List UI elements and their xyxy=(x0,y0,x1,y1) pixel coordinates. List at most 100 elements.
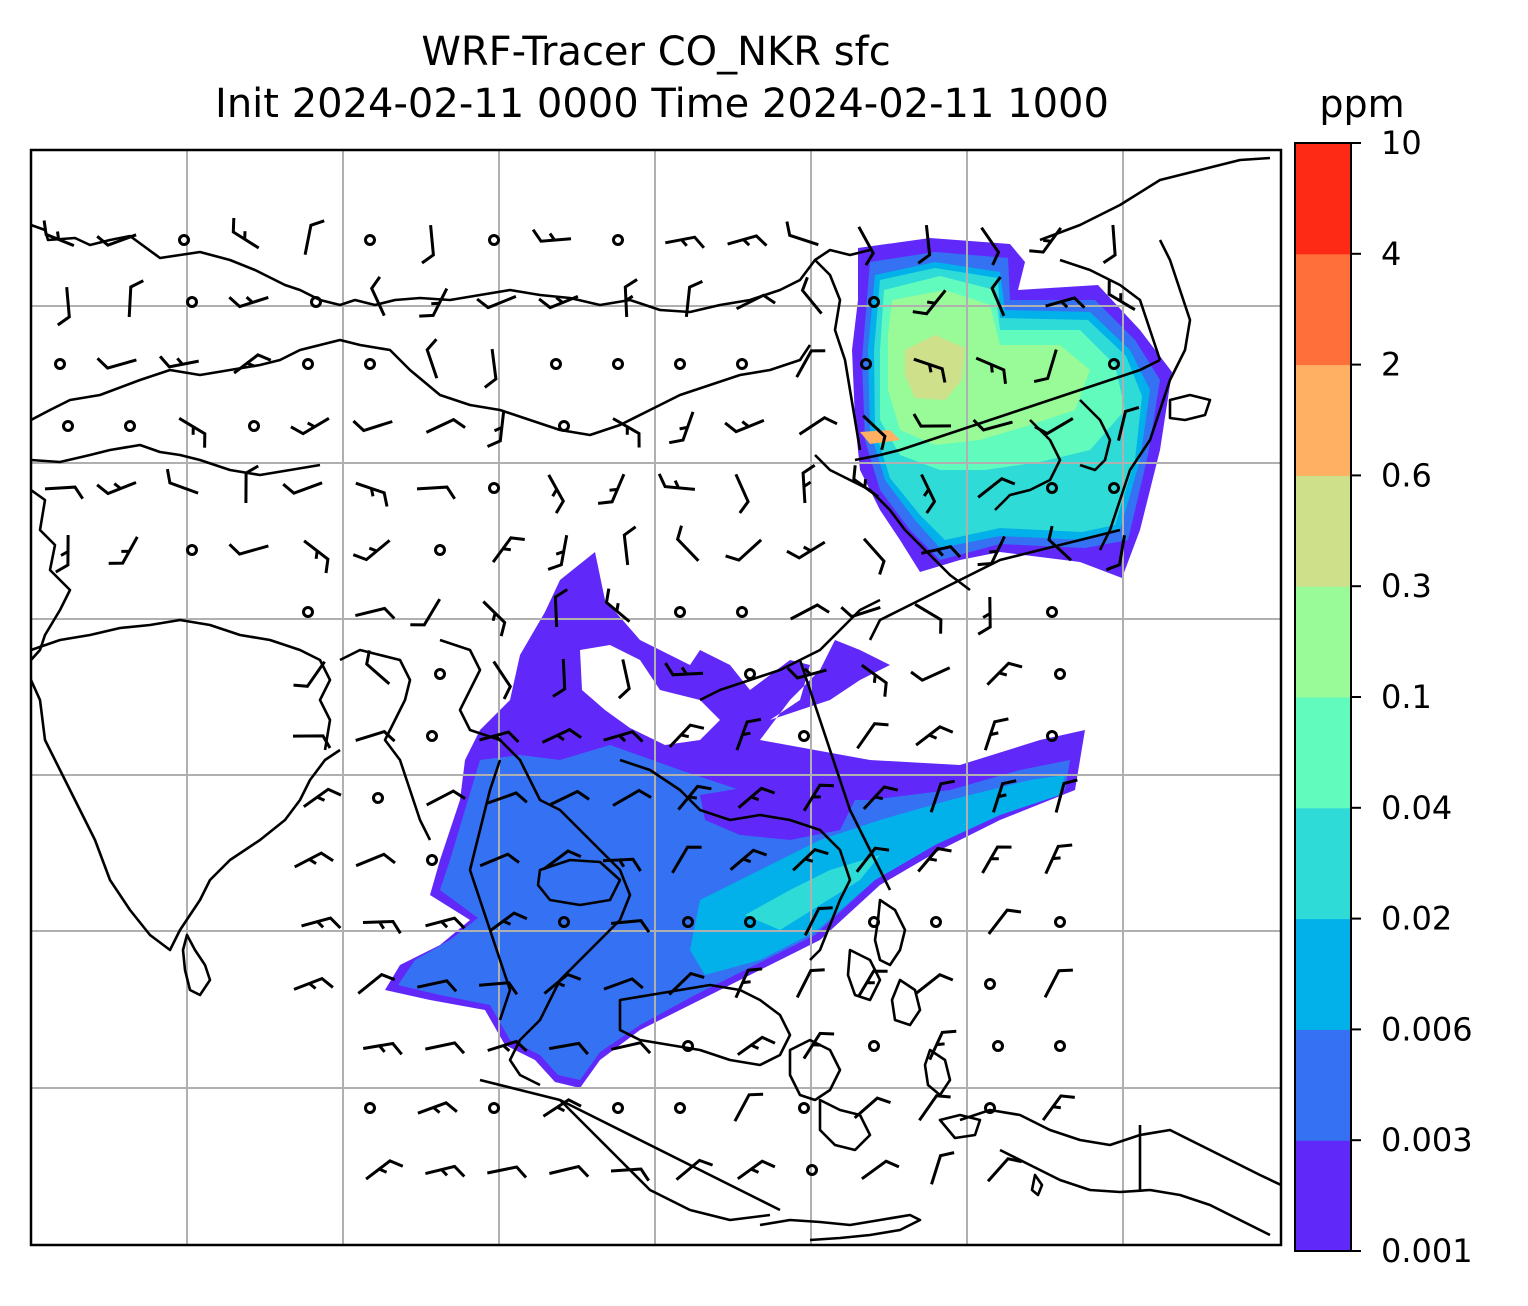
calm-wind-marker xyxy=(426,854,438,866)
wind-barb xyxy=(228,295,269,309)
wind-barb xyxy=(736,1035,776,1056)
colorbar-tick-label: 10 xyxy=(1381,124,1422,162)
colorbar-band xyxy=(1295,586,1351,698)
wind-barb xyxy=(795,968,825,999)
wind-barb xyxy=(96,233,137,247)
calm-wind-marker xyxy=(1046,606,1058,618)
colorbar-band xyxy=(1295,364,1351,476)
calm-wind-marker xyxy=(62,420,74,432)
wind-barb xyxy=(489,911,528,933)
wind-barb xyxy=(786,666,827,680)
wind-barb xyxy=(684,280,704,318)
calm-wind-marker xyxy=(992,1040,1004,1052)
wind-barb xyxy=(795,349,826,378)
calm-wind-marker xyxy=(806,1164,818,1176)
calm-wind-marker xyxy=(1046,482,1058,494)
wind-barb xyxy=(612,417,641,448)
calm-wind-marker xyxy=(550,358,562,370)
wind-barb xyxy=(853,1096,891,1120)
wind-barb xyxy=(983,717,1009,751)
wind-barb xyxy=(127,279,144,318)
wind-barb xyxy=(1045,296,1086,309)
plume-northeast-hotspot xyxy=(860,430,900,444)
wind-barb xyxy=(357,972,396,995)
calm-wind-marker xyxy=(744,916,756,928)
colorbar-ticks: 0.001 0.003 0.006 0.02 0.04 0.1 0.3 0.6 2 4 10 xyxy=(1351,124,1473,1270)
wind-barb xyxy=(798,415,838,436)
wind-barb xyxy=(657,473,696,491)
wind-barb xyxy=(603,730,644,743)
colorbar-tick-label: 0.006 xyxy=(1381,1010,1473,1048)
wind-barb xyxy=(986,661,1023,686)
wind-barb xyxy=(610,919,651,933)
calm-wind-marker xyxy=(798,1102,810,1114)
wind-barb xyxy=(482,600,507,637)
colorbar-unit: ppm xyxy=(1319,82,1404,126)
calm-wind-marker xyxy=(682,1040,694,1052)
wind-barb xyxy=(675,1158,714,1181)
wind-barb xyxy=(610,1167,650,1182)
wind-barb xyxy=(735,717,762,751)
wind-barb xyxy=(602,857,642,872)
wind-barb xyxy=(355,729,396,743)
colorbar-bands xyxy=(1295,143,1351,1252)
wind-barb xyxy=(857,226,875,266)
wind-barb xyxy=(365,650,391,686)
wind-barb xyxy=(416,485,456,500)
calm-wind-marker xyxy=(1054,668,1066,680)
wind-barb xyxy=(918,1094,951,1122)
wind-barb xyxy=(483,348,498,389)
wind-barb xyxy=(622,525,637,566)
wind-barb xyxy=(724,419,765,434)
wind-barb xyxy=(910,666,951,682)
colorbar-band xyxy=(1295,475,1351,587)
wind-barb xyxy=(231,217,260,250)
wind-barb xyxy=(416,979,458,993)
wind-barb xyxy=(986,1157,1023,1183)
wind-barb xyxy=(369,276,386,317)
calm-wind-marker xyxy=(302,358,314,370)
wind-barb xyxy=(56,286,71,327)
wind-barb xyxy=(244,464,259,504)
calm-wind-marker xyxy=(488,482,500,494)
colorbar-band xyxy=(1295,807,1351,920)
calm-wind-marker xyxy=(1054,1040,1066,1052)
colorbar-tick-label: 0.003 xyxy=(1381,1121,1473,1159)
calm-wind-marker xyxy=(488,234,500,246)
calm-wind-marker xyxy=(558,916,570,928)
wind-barb xyxy=(479,852,520,868)
wind-barb xyxy=(664,662,704,677)
wind-barb xyxy=(547,534,569,571)
colorbar-tick-label: 0.04 xyxy=(1381,789,1452,827)
wind-barb xyxy=(365,1159,404,1181)
wind-barb xyxy=(856,722,889,750)
calm-wind-marker xyxy=(736,358,748,370)
wind-barb xyxy=(912,289,947,316)
wind-barb xyxy=(425,338,439,379)
wind-barb xyxy=(734,473,750,514)
wind-barb xyxy=(531,228,572,243)
calm-wind-marker xyxy=(302,606,314,618)
wind-barb xyxy=(543,849,582,871)
wind-barb xyxy=(991,779,1017,813)
wind-barb xyxy=(1105,534,1126,572)
wind-barb xyxy=(668,411,695,445)
wind-barb xyxy=(671,845,702,874)
plume-sea-level-1-island xyxy=(700,785,860,840)
wind-barb xyxy=(410,598,441,627)
wind-barb xyxy=(737,786,776,809)
wind-barb xyxy=(790,603,830,621)
wind-barb xyxy=(677,784,712,811)
wind-barb xyxy=(549,789,590,806)
wind-barb xyxy=(548,1041,589,1056)
wind-barb xyxy=(735,293,776,311)
calm-wind-marker xyxy=(674,606,686,618)
wind-barb xyxy=(1034,417,1074,436)
wind-barb xyxy=(917,224,932,265)
wind-barb xyxy=(1047,525,1073,562)
wind-barb xyxy=(96,357,137,370)
calm-wind-marker xyxy=(930,916,942,928)
calm-wind-marker xyxy=(364,358,376,370)
